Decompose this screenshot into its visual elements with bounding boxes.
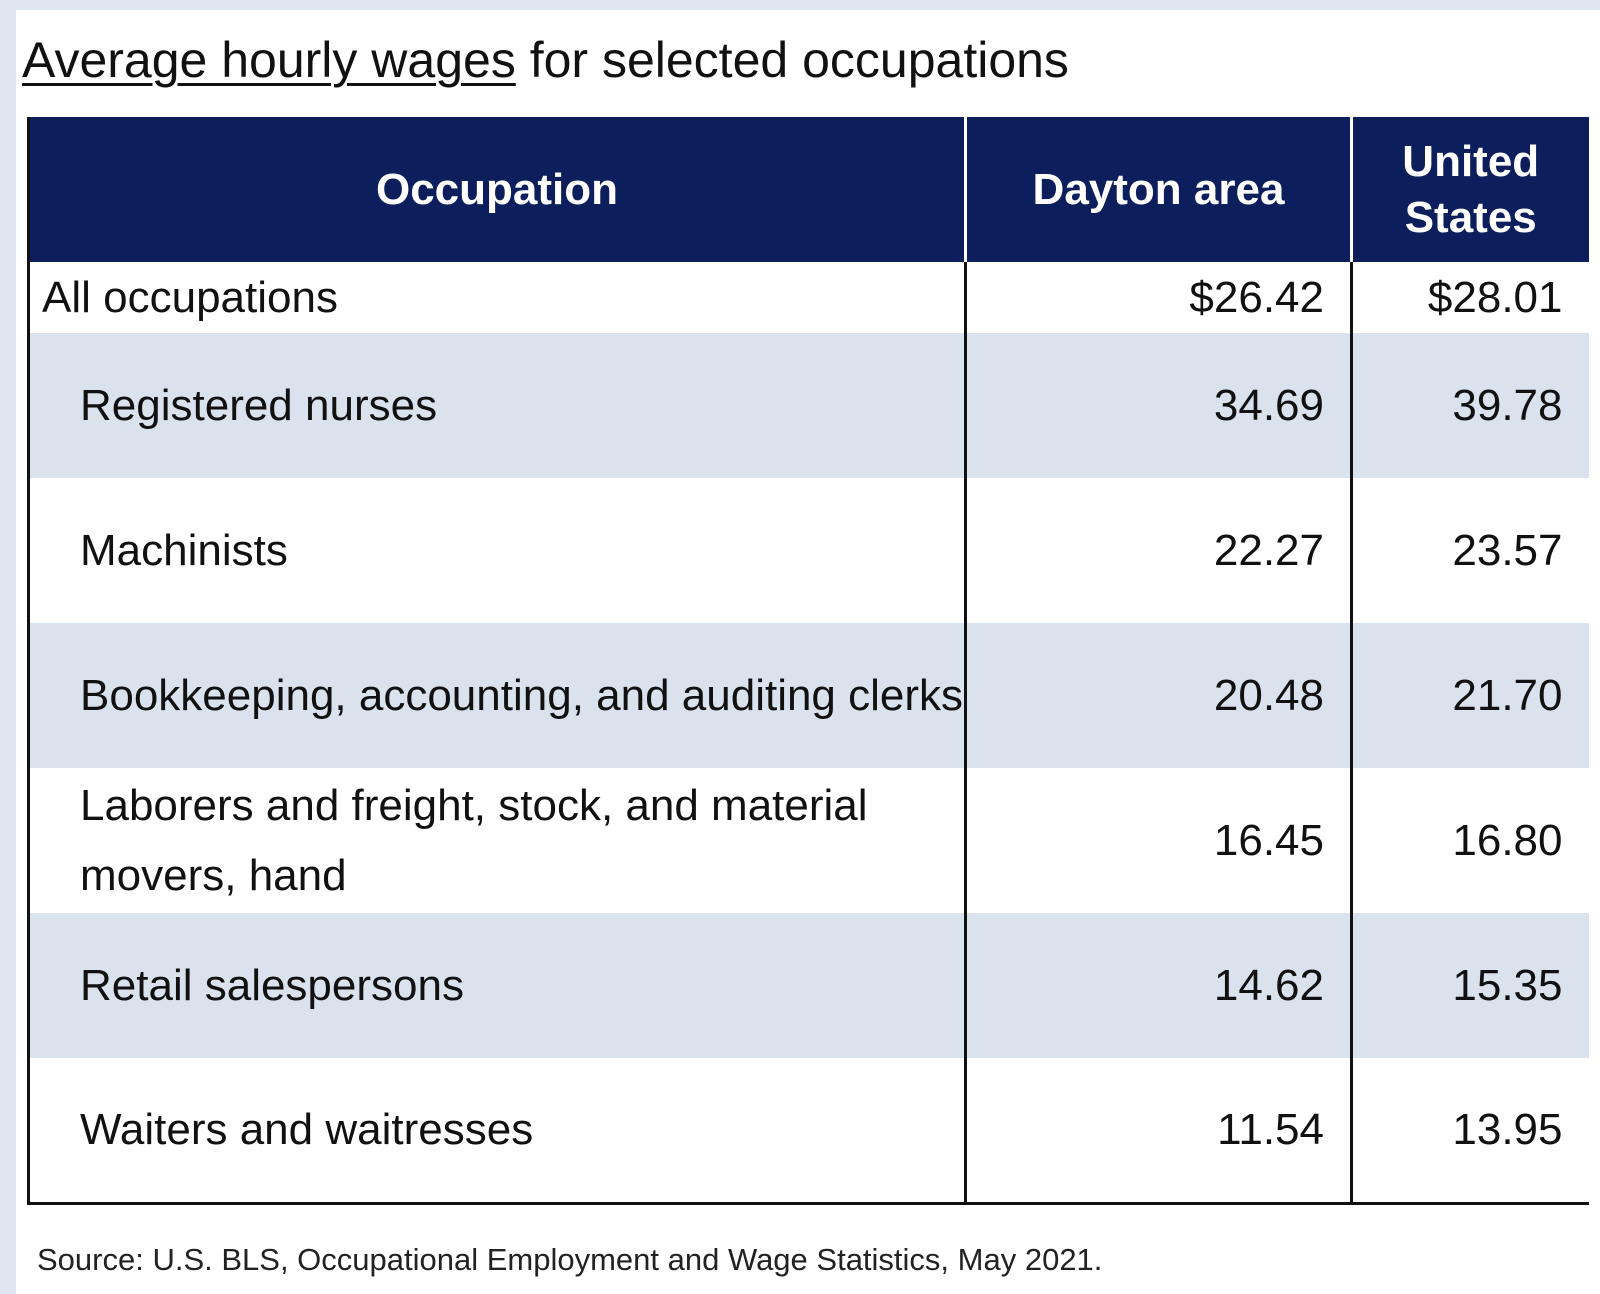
dayton-wage-cell: 11.54 [964,1058,1352,1205]
page-frame-top [0,0,1600,10]
occupation-cell: Retail salespersons [28,913,966,1058]
occupation-cell: Machinists [80,525,288,575]
us-wage-cell: 16.80 [1350,768,1589,913]
us-wage-cell: 15.35 [1350,913,1589,1058]
dayton-wage-cell: 16.45 [964,768,1352,913]
page-frame-left [0,0,16,1294]
us-wage-cell: 23.57 [1350,478,1589,623]
source-note: Source: U.S. BLS, Occupational Employmen… [37,1242,1103,1277]
table-header-row: Occupation Dayton area United States [28,117,1589,262]
occupation-cell: All occupations [42,272,338,322]
header-united-states: United States [1350,117,1589,262]
page-title-rest: for selected occupations [515,32,1069,88]
dayton-wage-cell: 14.62 [964,913,1352,1058]
us-wage-cell: $28.01 [1350,262,1589,333]
page-title: Average hourly wages for selected occupa… [22,28,1069,92]
table-row: Bookkeeping, accounting, and auditing cl… [28,623,1589,768]
table-row: Laborers and freight, stock, and materia… [29,768,1589,913]
occupation-cell: Bookkeeping, accounting, and auditing cl… [28,623,966,768]
table-row: Machinists 22.27 23.57 [29,478,1589,623]
occupation-cell: Laborers and freight, stock, and materia… [80,780,868,900]
dayton-wage-cell: 22.27 [964,478,1352,623]
dayton-wage-cell: 34.69 [964,333,1352,478]
table-row: Waiters and waitresses 11.54 13.95 [28,1058,1589,1205]
us-wage-cell: 13.95 [1350,1058,1589,1205]
dayton-wage-cell: $26.42 [964,262,1352,333]
header-dayton-area: Dayton area [964,117,1352,262]
header-occupation: Occupation [28,117,966,262]
us-wage-cell: 39.78 [1350,333,1589,478]
table-row: Retail salespersons 14.62 15.35 [28,913,1589,1058]
wages-table: Occupation Dayton area United States All… [27,117,1589,1205]
occupation-cell: Waiters and waitresses [28,1058,966,1205]
us-wage-cell: 21.70 [1350,623,1589,768]
table-row: All occupations $26.42 $28.01 [29,262,1589,333]
dayton-wage-cell: 20.48 [964,623,1352,768]
table-row: Registered nurses 34.69 39.78 [28,333,1589,478]
page-title-underlined: Average hourly wages [22,32,516,88]
occupation-cell: Registered nurses [28,333,966,478]
